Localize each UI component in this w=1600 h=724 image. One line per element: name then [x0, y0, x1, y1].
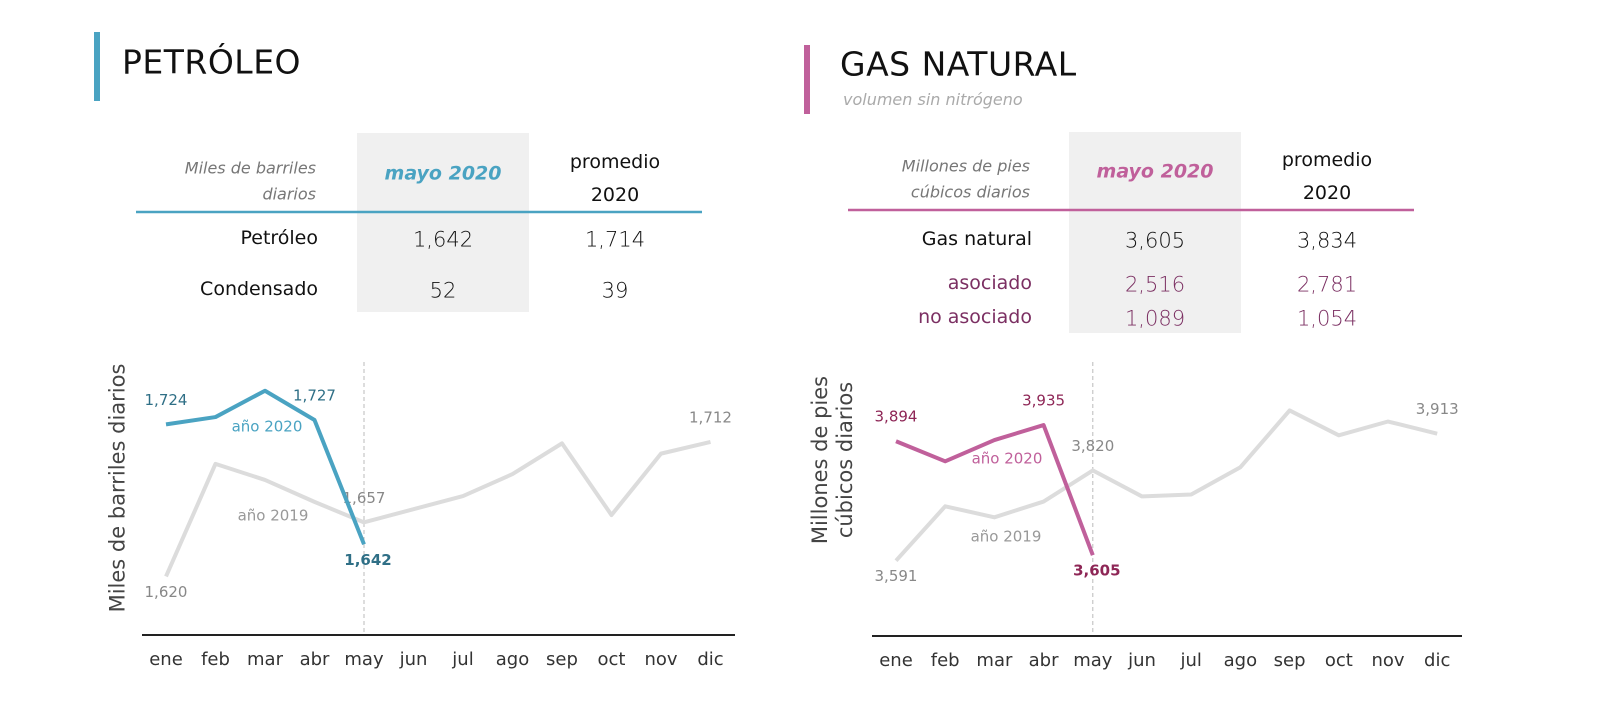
x-tick-label: mar	[976, 650, 1013, 671]
x-tick-label: oct	[598, 649, 626, 670]
data-label: 3,605	[1073, 562, 1120, 580]
x-tick-label: ene	[149, 649, 183, 670]
cell: 39	[601, 278, 629, 303]
x-tick-label: jul	[1179, 650, 1201, 671]
accent-bar	[804, 45, 810, 114]
column-shade	[1069, 132, 1241, 333]
x-tick-label: abr	[300, 649, 330, 670]
cell: 1,089	[1124, 306, 1186, 331]
accent-bar	[94, 32, 100, 101]
line-series	[895, 423, 1095, 556]
cell: 3,834	[1296, 228, 1358, 253]
x-tick-label: feb	[931, 650, 960, 671]
x-tick-label: may	[344, 649, 384, 670]
table-unit: Miles de barriles diarios	[184, 158, 316, 203]
y-axis-label: Miles de barriles diarios	[105, 363, 130, 613]
x-tick-label: jun	[1127, 650, 1156, 671]
x-tick-label: nov	[1371, 650, 1404, 671]
panel-title: GAS NATURAL	[840, 44, 1077, 84]
series-label: año 2019	[238, 507, 309, 525]
line-series	[894, 408, 1438, 563]
data-label: 3,913	[1416, 400, 1459, 418]
cell: 2,781	[1296, 272, 1358, 297]
x-tick-label: dic	[1424, 650, 1450, 671]
x-tick-label: oct	[1325, 650, 1353, 671]
data-label: 3,820	[1071, 437, 1114, 455]
x-tick-label: feb	[201, 649, 230, 670]
row-label: Gas natural	[921, 227, 1032, 250]
y-axis-label: Millones de pies cúbicos diarios	[807, 375, 857, 545]
table-unit: Millones de pies cúbicos diarios	[901, 156, 1030, 201]
data-label: 1,620	[145, 583, 188, 601]
x-tick-label: may	[1073, 650, 1113, 671]
data-label: 1,724	[145, 391, 188, 409]
row-label: Condensado	[200, 277, 318, 300]
row-label: Petróleo	[240, 226, 318, 249]
line-series	[165, 388, 366, 546]
line-series	[164, 439, 711, 578]
cell: 1,714	[584, 227, 646, 252]
panel-title: PETRÓLEO	[122, 42, 302, 82]
column-header: mayo 2020	[384, 162, 502, 185]
data-label: 3,894	[875, 408, 918, 426]
cell: 1,054	[1296, 306, 1358, 331]
series-label: año 2019	[971, 528, 1042, 546]
cell: 3,605	[1124, 228, 1186, 253]
cell: 2,516	[1124, 272, 1186, 297]
x-tick-label: jul	[451, 649, 473, 670]
data-label: 1,642	[344, 551, 391, 569]
data-label: 3,935	[1022, 392, 1065, 410]
cell: 1,642	[412, 227, 474, 252]
data-label: 3,591	[875, 567, 918, 585]
x-tick-label: mar	[247, 649, 284, 670]
data-label: 1,727	[293, 386, 336, 404]
x-tick-label: sep	[1274, 650, 1306, 671]
row-label: asociado	[947, 271, 1032, 294]
column-header: promedio 2020	[569, 150, 661, 206]
x-tick-label: ago	[496, 649, 529, 670]
x-tick-label: jun	[399, 649, 428, 670]
x-tick-label: abr	[1029, 650, 1059, 671]
cell: 52	[429, 278, 457, 303]
series-label: año 2020	[232, 418, 303, 436]
x-tick-label: sep	[546, 649, 578, 670]
row-label: no asociado	[918, 305, 1032, 328]
data-label: 1,657	[343, 489, 386, 507]
x-tick-label: nov	[644, 649, 677, 670]
column-shade	[357, 133, 529, 312]
x-tick-label: ene	[879, 650, 913, 671]
series-label: año 2020	[972, 450, 1043, 468]
panel-subtitle: volumen sin nitrógeno	[843, 90, 1023, 109]
x-tick-label: ago	[1224, 650, 1257, 671]
column-header: mayo 2020	[1096, 160, 1214, 183]
x-tick-label: dic	[697, 649, 723, 670]
data-label: 1,712	[689, 408, 732, 426]
column-header: promedio 2020	[1281, 148, 1373, 204]
